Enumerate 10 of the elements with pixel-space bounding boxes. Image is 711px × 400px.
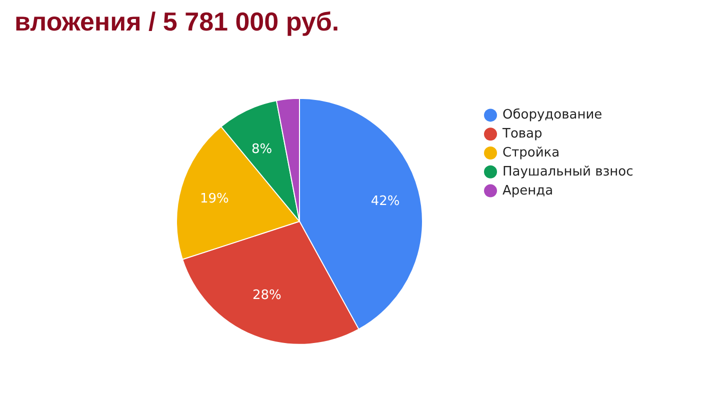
legend-label: Паушальный взнос [502,164,634,180]
data-label: 42% [370,194,400,210]
chart-title: вложения / 5 781 000 руб. [14,6,340,36]
data-label: 28% [252,288,282,304]
data-label: 19% [200,192,229,207]
legend-label: Аренда [502,183,554,198]
legend-label: Товар [502,126,542,142]
legend-label: Стройка [502,146,560,160]
data-label: 8% [251,142,272,157]
legend-label: Оборудование [502,108,602,123]
